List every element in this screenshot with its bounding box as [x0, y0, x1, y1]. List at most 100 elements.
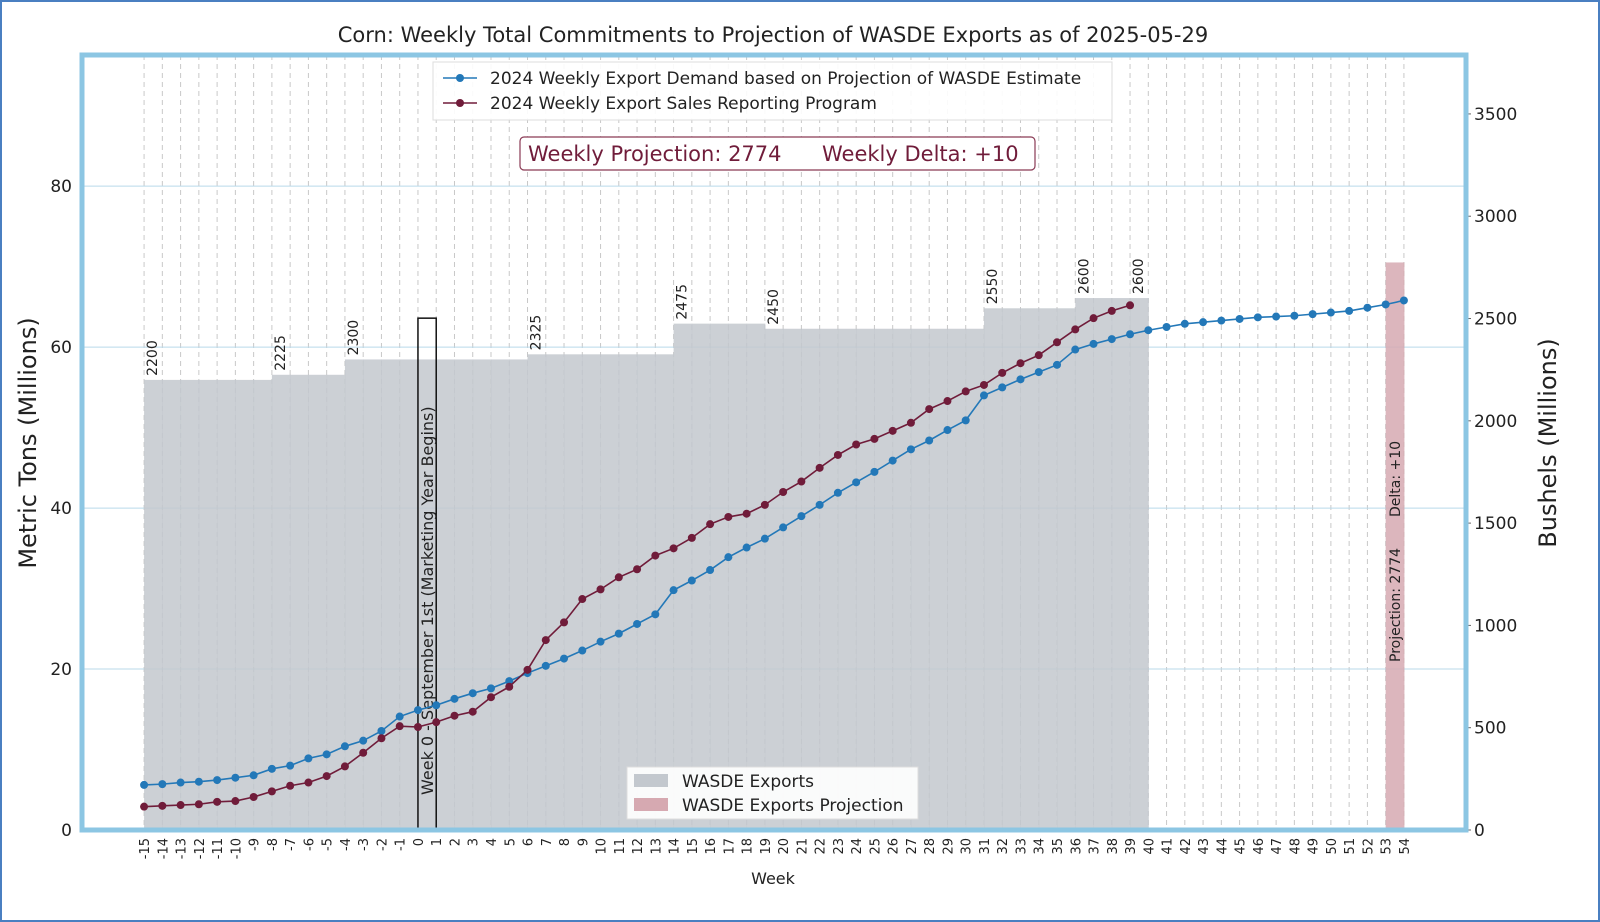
marker-label: Week 0 - September 1st (Marketing Year B…	[418, 406, 437, 795]
point	[833, 450, 842, 459]
point	[906, 418, 915, 427]
point	[340, 762, 349, 771]
legend-swatch	[634, 798, 668, 811]
point	[286, 761, 295, 770]
point	[943, 397, 952, 406]
x-tick-label: 32	[996, 838, 1011, 855]
point	[432, 718, 441, 727]
summary-text: Weekly Delta: +10	[822, 142, 1019, 166]
point	[870, 467, 879, 476]
y2-tick-label: 0	[1474, 821, 1485, 841]
chart-title: Corn: Weekly Total Commitments to Projec…	[338, 23, 1208, 47]
point	[669, 586, 678, 595]
point	[1053, 338, 1062, 347]
point	[1034, 351, 1043, 360]
y2-tick-label: 1000	[1474, 616, 1517, 636]
point	[541, 661, 550, 670]
bar	[582, 354, 602, 830]
point	[961, 387, 970, 396]
x-tick-label: -9	[248, 838, 263, 851]
bar	[929, 328, 948, 830]
point	[760, 534, 769, 543]
point	[979, 380, 988, 389]
x-tick-label: -7	[284, 838, 299, 851]
legend-box	[626, 766, 919, 820]
point	[158, 780, 167, 789]
y2-tick-label: 500	[1474, 719, 1506, 739]
legend-label: 2024 Weekly Export Demand based on Proje…	[490, 69, 1081, 89]
x-tick-label: 28	[923, 838, 938, 855]
bar	[417, 359, 437, 830]
point	[779, 487, 788, 496]
x-tick-label: 37	[1088, 838, 1103, 855]
bar	[691, 323, 711, 830]
point	[1089, 314, 1098, 323]
bar	[837, 328, 857, 830]
point	[231, 797, 240, 806]
x-tick-label: 6	[522, 838, 537, 846]
plot-border	[79, 52, 1469, 833]
point	[140, 802, 149, 811]
bar	[162, 379, 182, 830]
bar-label: 2600	[1076, 258, 1092, 294]
bar	[290, 374, 309, 830]
point	[1107, 335, 1116, 344]
bar	[1057, 308, 1076, 830]
x-tick-label: 26	[887, 838, 902, 855]
bar	[783, 328, 802, 830]
bar-label: 2300	[346, 320, 362, 356]
x-tick-label: 30	[960, 838, 975, 855]
point	[413, 706, 422, 715]
y2-tick-label: 3000	[1474, 207, 1517, 227]
point	[1016, 375, 1025, 384]
point	[1034, 368, 1043, 377]
point	[815, 463, 824, 472]
point	[176, 778, 185, 787]
y2-tick-label: 2000	[1474, 412, 1517, 432]
point	[760, 500, 769, 509]
x-axis-label: Week	[751, 869, 796, 888]
bar	[1038, 308, 1058, 830]
point	[633, 619, 642, 628]
x-tick-label: 38	[1106, 838, 1121, 855]
point	[304, 754, 313, 763]
point	[359, 736, 368, 745]
x-tick-label: 34	[1033, 838, 1048, 855]
x-tick-label: 20	[777, 838, 792, 855]
bar	[910, 328, 930, 830]
point	[1144, 326, 1153, 335]
point	[1107, 306, 1116, 315]
point	[1071, 345, 1080, 354]
bar-label: 2475	[675, 284, 691, 320]
x-tick-label: 23	[832, 838, 847, 855]
point	[1126, 301, 1135, 310]
x-tick-label: 9	[576, 838, 591, 846]
x-tick-label: -11	[211, 838, 226, 859]
point	[687, 576, 696, 585]
point	[1053, 360, 1062, 369]
point	[833, 488, 842, 497]
point	[1345, 306, 1354, 315]
x-tick-label: 42	[1179, 838, 1194, 855]
x-tick-label: -5	[321, 838, 336, 851]
bar-label: 2550	[985, 269, 1001, 305]
point	[505, 682, 514, 691]
x-tick-label: 53	[1380, 838, 1395, 855]
point	[742, 509, 751, 518]
point	[596, 637, 605, 646]
point	[998, 368, 1007, 377]
point	[377, 734, 386, 743]
bar-label: 2600	[1131, 258, 1147, 294]
x-tick-label: 4	[485, 838, 500, 846]
bar	[235, 379, 255, 830]
x-tick-label: 44	[1215, 838, 1230, 855]
bar-label: 2450	[766, 289, 782, 325]
x-tick-label: 27	[905, 838, 920, 855]
point	[395, 712, 404, 721]
point	[1162, 323, 1171, 332]
x-tick-label: 39	[1124, 838, 1139, 855]
point	[888, 426, 897, 435]
point	[486, 693, 495, 702]
point	[1290, 311, 1299, 320]
